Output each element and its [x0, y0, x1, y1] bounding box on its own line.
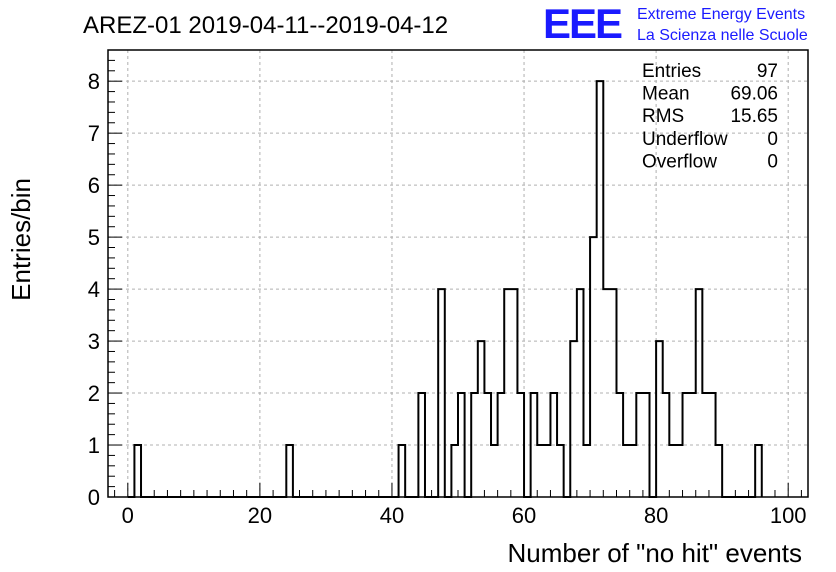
histogram-bin [709, 393, 716, 497]
histogram-bin [286, 445, 293, 497]
histogram-bin [702, 393, 709, 497]
y-tick-labels: 0 1 2 3 4 5 6 7 8 [88, 69, 100, 510]
histogram-bin [517, 393, 524, 497]
histogram-bin [755, 445, 762, 497]
histogram-bin [544, 445, 551, 497]
x-tick-label: 40 [380, 503, 404, 528]
y-tick-label: 8 [88, 69, 100, 94]
logo-line-2: La Scienza nelle Scuole [637, 27, 808, 44]
y-tick-label: 0 [88, 485, 100, 510]
chart-title: AREZ-01 2019-04-11--2019-04-12 [83, 12, 448, 39]
stat-value: 97 [757, 61, 778, 82]
histogram-bin [643, 393, 650, 497]
grid-lines [108, 50, 808, 498]
histogram-bin [669, 445, 676, 497]
x-tick-labels: 0 20 40 60 80 100 [122, 503, 807, 528]
histogram-bin [537, 445, 544, 497]
y-tick-label: 1 [88, 433, 100, 458]
histogram-bin [583, 445, 590, 497]
histogram-bin [683, 393, 690, 497]
histogram-bin [623, 445, 630, 497]
stat-label: Entries [642, 61, 701, 82]
x-tick-label: 20 [248, 503, 272, 528]
histogram-bin [511, 289, 518, 497]
stat-label: Underflow [642, 129, 728, 150]
stat-label: Overflow [642, 151, 717, 172]
histogram-bin [696, 289, 703, 497]
histogram-bin [399, 445, 406, 497]
histogram-bin [471, 393, 478, 497]
histogram-bin [504, 289, 511, 497]
histogram-bin [478, 341, 485, 497]
histogram-bin [663, 393, 670, 497]
x-axis-title: Number of "no hit" events [508, 538, 803, 568]
histogram-bin [557, 445, 564, 497]
y-tick-label: 6 [88, 173, 100, 198]
histogram-bin [656, 341, 663, 497]
x-tick-label: 60 [512, 503, 536, 528]
y-tick-label: 5 [88, 225, 100, 250]
histogram-bin [451, 445, 458, 497]
histogram-bin [491, 445, 498, 497]
histogram-bin [676, 445, 683, 497]
histogram-bin [134, 445, 141, 497]
histogram-bin [603, 289, 610, 497]
histogram-bin [418, 393, 425, 497]
histogram-bin [531, 393, 538, 497]
eee-logo-mark: EEE [543, 0, 622, 47]
histogram-bin [458, 393, 465, 497]
histogram-bin [570, 341, 577, 497]
y-axis-title: Entries/bin [6, 178, 36, 301]
y-tick-label: 2 [88, 381, 100, 406]
histogram-bin [616, 393, 623, 497]
y-tick-label: 3 [88, 329, 100, 354]
x-tick-label: 100 [770, 503, 807, 528]
histogram-bin [689, 393, 696, 497]
histogram-bin [550, 393, 557, 497]
stat-label: Mean [642, 84, 690, 105]
eee-logo: EEE Extreme Energy Events La Scienza nel… [543, 0, 808, 47]
histogram-bin [630, 445, 637, 497]
histogram-bin [438, 289, 445, 497]
x-tick-label: 0 [122, 503, 134, 528]
y-tick-label: 7 [88, 121, 100, 146]
stat-value: 15.65 [730, 106, 778, 127]
histogram-bin [610, 289, 617, 497]
histogram-bin [590, 237, 597, 497]
axis-ticks [108, 59, 802, 498]
histogram-bin [716, 445, 723, 497]
stat-value: 0 [767, 129, 778, 150]
y-tick-label: 4 [88, 277, 100, 302]
stat-value: 0 [767, 151, 778, 172]
stat-value: 69.06 [730, 84, 778, 105]
histogram-bin [498, 393, 505, 497]
histogram-bin [636, 393, 643, 497]
histogram-bin [597, 81, 604, 497]
x-tick-label: 80 [644, 503, 668, 528]
logo-line-1: Extreme Energy Events [637, 6, 805, 23]
stat-label: RMS [642, 106, 684, 127]
histogram-bin [577, 289, 584, 497]
histogram-bin [484, 393, 491, 497]
